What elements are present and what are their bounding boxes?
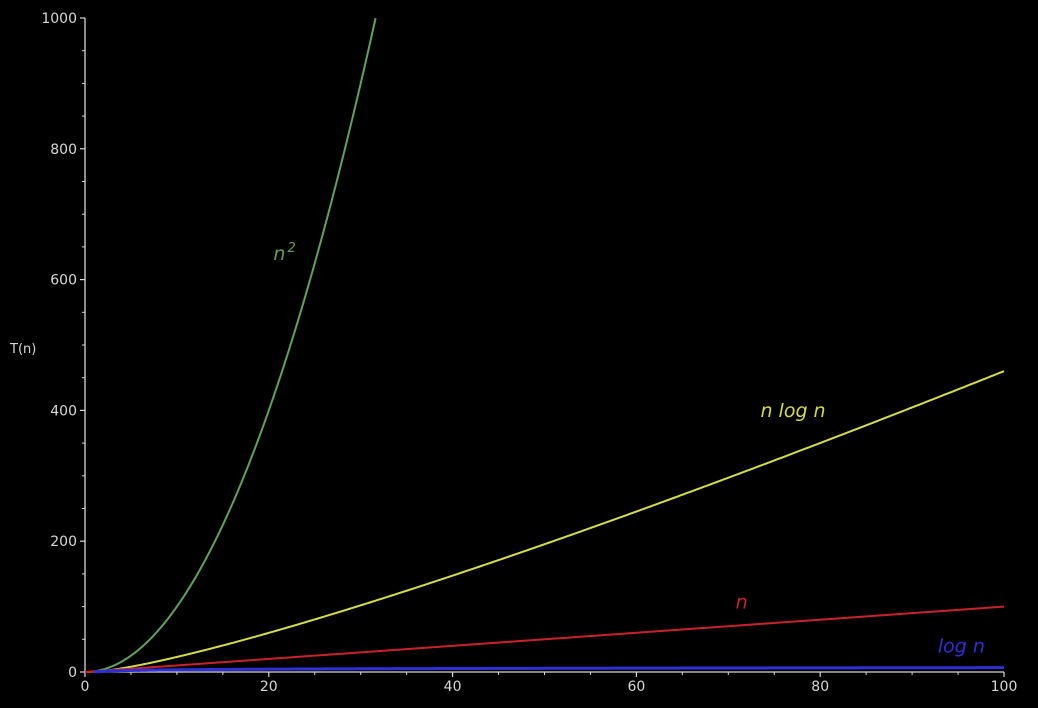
x-tick-label: 80 [811,679,829,695]
series-label-nlogn: n log n [760,400,825,422]
series-lines [84,17,1005,674]
y-tick-label: 200 [50,534,77,550]
series-label-logn: log n [938,635,985,657]
series-line-n [84,605,1005,673]
series-line-logn [94,666,1005,674]
y-tick-label: 1000 [41,11,77,27]
y-axis-title: T(n) [9,342,36,357]
axes: 0 200 400 600 800 1000 0 20 40 60 80 100 [41,11,1017,695]
x-tick-label: 60 [627,679,645,695]
y-tick-label: 600 [50,273,77,289]
y-tick-label: 400 [50,403,77,419]
x-axis-title: n [537,705,545,708]
x-tick-label: 40 [444,679,462,695]
series-line-n2 [85,17,377,673]
series-line-nlogn [94,370,1005,673]
x-tick-label: 100 [991,679,1018,695]
series-label-superscript: 2 [287,241,295,256]
series-labels: n 2 n log n n log n [273,241,984,657]
series-label-n: n [736,592,748,614]
y-tick-label: 0 [68,665,77,681]
x-tick-label: 0 [81,679,90,695]
y-tick-label: 800 [50,142,77,158]
x-tick-label: 20 [260,679,278,695]
